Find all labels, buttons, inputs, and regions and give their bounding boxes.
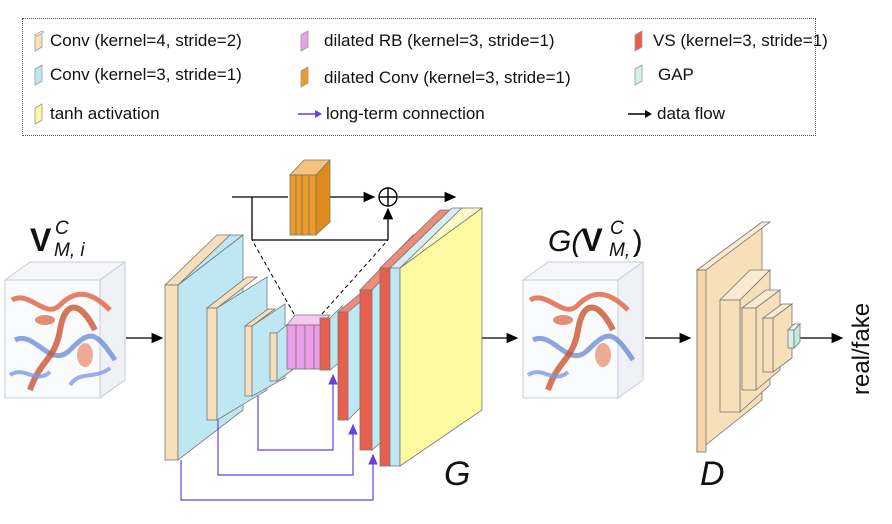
legend-label-vs: VS (kernel=3, stride=1) — [653, 31, 828, 50]
legend — [22, 18, 816, 136]
legend-label-conv4: Conv (kernel=4, stride=2) — [50, 31, 242, 50]
generator-label: G — [444, 455, 471, 493]
input-label: V C M, i — [30, 218, 85, 261]
output-label: G(V) C M, i — [548, 218, 643, 261]
output-label-superscript: C — [610, 218, 624, 239]
output-volume-image — [521, 261, 645, 399]
long-term-connections — [180, 373, 378, 501]
legend-swatch-conv3 — [32, 64, 46, 86]
result-label: real/fake — [848, 302, 875, 395]
legend-swatch-conv4 — [32, 30, 46, 52]
dilated-rb-bottleneck — [286, 314, 331, 370]
callout-line-left — [251, 239, 295, 315]
discriminator-network — [695, 221, 801, 453]
legend-swatch-vs — [632, 30, 646, 52]
legend-swatch-gap — [632, 64, 646, 86]
generator-output-block — [379, 207, 484, 467]
legend-label-data-flow: data flow — [657, 104, 726, 123]
legend-arrow-data-flow — [627, 107, 653, 121]
callout-line-right — [321, 239, 389, 315]
legend-swatch-dilated-conv — [298, 66, 312, 88]
legend-label-gap: GAP — [658, 65, 694, 84]
legend-label-tanh: tanh activation — [50, 104, 160, 123]
input-volume-image — [3, 261, 127, 399]
sum-icon — [378, 187, 398, 207]
output-label-subscript: M, i — [609, 240, 640, 261]
legend-label-dilated-conv: dilated Conv (kernel=3, stride=1) — [324, 68, 571, 87]
input-label-subscript: M, i — [54, 240, 85, 261]
legend-arrow-long-term — [297, 107, 323, 121]
dilated-residual-detail — [232, 158, 457, 241]
legend-label-long-term: long-term connection — [326, 104, 485, 123]
discriminator-label: D — [700, 455, 725, 493]
legend-swatch-dilated-rb — [298, 30, 312, 52]
legend-swatch-tanh — [32, 103, 46, 125]
legend-label-dilated-rb: dilated RB (kernel=3, stride=1) — [324, 31, 555, 50]
legend-label-conv3: Conv (kernel=3, stride=1) — [50, 65, 242, 84]
input-label-superscript: C — [55, 218, 69, 239]
